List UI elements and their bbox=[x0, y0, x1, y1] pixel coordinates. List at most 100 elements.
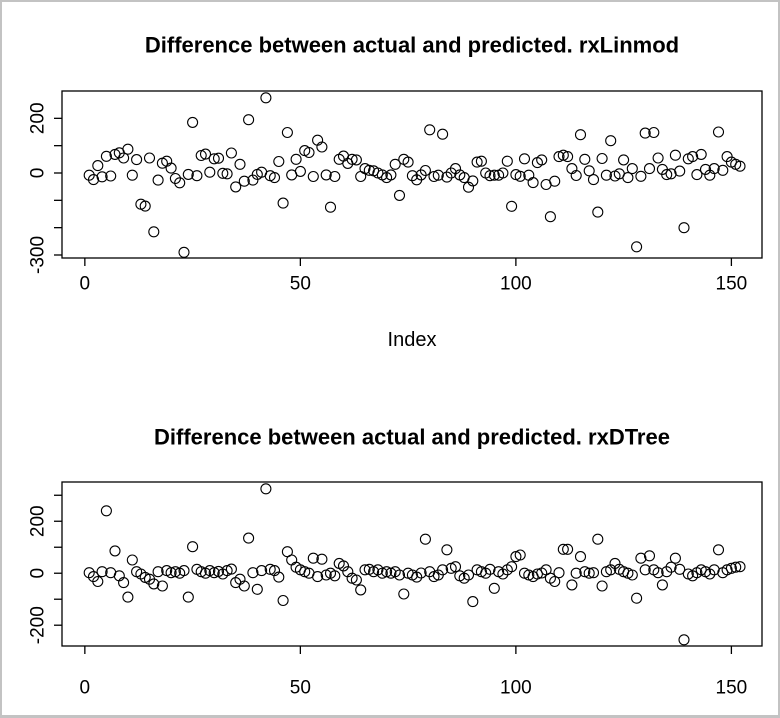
data-point bbox=[273, 155, 285, 168]
y-tick-label: 200 bbox=[28, 505, 49, 537]
data-point bbox=[294, 165, 306, 177]
data-point bbox=[687, 151, 699, 163]
data-point bbox=[699, 163, 712, 175]
data-point bbox=[712, 126, 725, 138]
data-point bbox=[467, 596, 479, 608]
data-point bbox=[277, 197, 289, 209]
data-point bbox=[669, 552, 681, 564]
plot-box bbox=[61, 481, 763, 647]
data-point bbox=[212, 152, 225, 164]
data-point bbox=[643, 163, 656, 175]
data-point bbox=[531, 568, 543, 580]
data-point bbox=[355, 584, 367, 596]
data-point bbox=[191, 170, 203, 182]
data-point bbox=[122, 591, 134, 603]
data-point bbox=[730, 561, 742, 573]
data-point bbox=[626, 569, 638, 581]
plot-title: Difference between actual and predicted.… bbox=[145, 33, 679, 58]
data-point bbox=[475, 155, 487, 167]
data-point bbox=[256, 565, 268, 577]
data-point bbox=[618, 154, 630, 166]
data-point bbox=[488, 582, 500, 594]
data-point bbox=[501, 155, 513, 167]
data-point bbox=[708, 163, 720, 175]
data-point bbox=[152, 174, 164, 186]
data-point bbox=[100, 505, 112, 517]
data-point bbox=[118, 152, 130, 164]
data-point bbox=[126, 169, 138, 181]
data-point bbox=[389, 158, 401, 170]
data-point bbox=[665, 561, 677, 573]
data-point bbox=[329, 570, 341, 582]
x-tick-label: 0 bbox=[80, 678, 91, 699]
data-point bbox=[238, 175, 250, 187]
data-point bbox=[549, 175, 561, 187]
data-point bbox=[182, 168, 194, 180]
data-point bbox=[497, 167, 509, 179]
data-point bbox=[639, 564, 651, 576]
y-tick-label: -300 bbox=[28, 236, 49, 274]
y-tick-label: -200 bbox=[28, 606, 49, 644]
x-tick-label: 0 bbox=[80, 274, 91, 295]
data-point bbox=[648, 126, 660, 139]
y-tick-label: 200 bbox=[28, 102, 49, 134]
data-point bbox=[643, 550, 656, 562]
data-point bbox=[359, 564, 371, 576]
data-point bbox=[587, 567, 600, 579]
data-point bbox=[260, 483, 272, 495]
data-point bbox=[415, 567, 427, 579]
data-point bbox=[350, 574, 362, 586]
x-tick-label: 100 bbox=[500, 678, 532, 699]
data-point bbox=[92, 160, 104, 172]
data-point bbox=[631, 241, 643, 253]
data-point bbox=[419, 533, 431, 545]
data-point bbox=[243, 532, 255, 544]
data-point bbox=[484, 563, 496, 575]
data-point bbox=[424, 124, 436, 136]
data-point bbox=[562, 151, 574, 163]
data-point bbox=[402, 156, 414, 168]
data-point bbox=[574, 551, 587, 563]
data-point bbox=[221, 168, 233, 180]
data-point bbox=[635, 552, 647, 564]
data-point bbox=[596, 580, 608, 592]
data-point bbox=[230, 181, 242, 193]
data-point bbox=[187, 116, 199, 128]
data-point bbox=[126, 554, 138, 566]
data-point bbox=[156, 580, 168, 592]
data-point bbox=[165, 567, 177, 579]
data-point bbox=[273, 571, 285, 583]
data-point bbox=[187, 541, 199, 553]
data-point bbox=[225, 563, 237, 575]
data-point bbox=[527, 177, 539, 189]
data-point bbox=[462, 569, 475, 581]
x-tick-label: 150 bbox=[716, 678, 748, 699]
data-point bbox=[583, 567, 595, 579]
data-point bbox=[725, 562, 737, 574]
data-point bbox=[553, 567, 565, 579]
data-point bbox=[277, 594, 289, 607]
data-point bbox=[312, 571, 324, 583]
data-point bbox=[393, 189, 406, 201]
data-point bbox=[243, 114, 255, 126]
data-point bbox=[691, 169, 703, 181]
x-tick-label: 100 bbox=[500, 274, 532, 295]
data-point bbox=[234, 158, 246, 170]
data-point bbox=[320, 169, 332, 181]
data-point bbox=[549, 575, 561, 588]
data-point bbox=[178, 246, 190, 258]
data-point bbox=[695, 148, 707, 160]
data-point bbox=[570, 169, 582, 182]
data-point bbox=[96, 171, 108, 183]
data-point bbox=[109, 545, 121, 557]
data-point bbox=[583, 165, 595, 177]
data-point bbox=[385, 169, 397, 181]
data-point bbox=[122, 143, 134, 155]
data-point bbox=[579, 153, 591, 165]
data-point bbox=[260, 92, 272, 104]
data-point bbox=[506, 200, 518, 212]
data-point bbox=[307, 170, 319, 183]
data-point bbox=[316, 553, 328, 565]
data-point bbox=[661, 169, 673, 181]
data-point bbox=[609, 557, 621, 569]
